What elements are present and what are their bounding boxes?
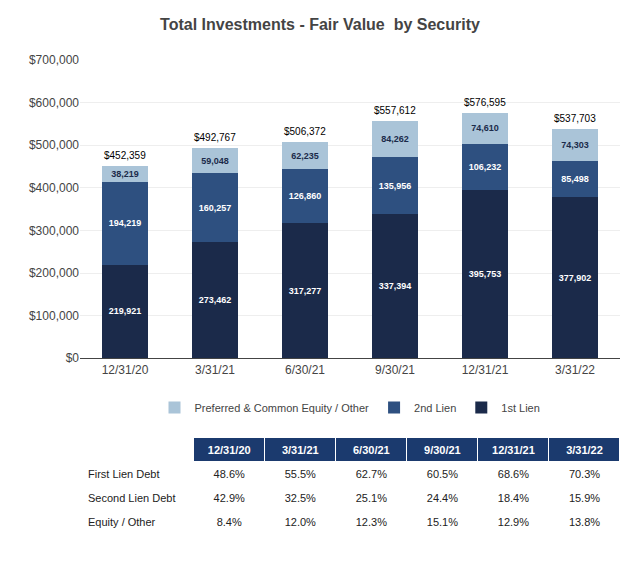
- svg-text:3/31/21: 3/31/21: [282, 444, 319, 456]
- svg-text:6/30/21: 6/30/21: [353, 444, 390, 456]
- svg-text:$492,767: $492,767: [194, 132, 236, 143]
- svg-text:8.4%: 8.4%: [217, 516, 242, 528]
- svg-text:12.0%: 12.0%: [285, 516, 316, 528]
- svg-text:84,262: 84,262: [381, 134, 409, 144]
- svg-text:$700,000: $700,000: [29, 53, 79, 67]
- svg-text:48.6%: 48.6%: [214, 468, 245, 480]
- svg-text:42.9%: 42.9%: [214, 492, 245, 504]
- svg-text:74,303: 74,303: [561, 140, 589, 150]
- svg-text:$557,612: $557,612: [374, 105, 416, 116]
- svg-text:13.8%: 13.8%: [569, 516, 600, 528]
- svg-text:12.9%: 12.9%: [498, 516, 529, 528]
- svg-text:273,462: 273,462: [199, 295, 232, 305]
- svg-text:2nd Lien: 2nd Lien: [414, 402, 456, 414]
- svg-text:$537,703: $537,703: [554, 113, 596, 124]
- svg-text:74,610: 74,610: [471, 123, 499, 133]
- svg-text:$300,000: $300,000: [29, 224, 79, 238]
- svg-text:160,257: 160,257: [199, 203, 232, 213]
- svg-text:85,498: 85,498: [561, 174, 589, 184]
- svg-text:12/31/21: 12/31/21: [492, 444, 535, 456]
- svg-text:126,860: 126,860: [289, 191, 322, 201]
- svg-text:$0: $0: [66, 351, 80, 365]
- svg-text:$100,000: $100,000: [29, 309, 79, 323]
- svg-text:$200,000: $200,000: [29, 266, 79, 280]
- svg-text:9/30/21: 9/30/21: [375, 363, 415, 377]
- svg-text:Preferred & Common Equity / Ot: Preferred & Common Equity / Other: [195, 402, 370, 414]
- svg-text:1st Lien: 1st Lien: [501, 402, 540, 414]
- svg-text:12/31/20: 12/31/20: [102, 363, 149, 377]
- svg-text:32.5%: 32.5%: [285, 492, 316, 504]
- svg-text:15.1%: 15.1%: [427, 516, 458, 528]
- svg-text:$400,000: $400,000: [29, 181, 79, 195]
- svg-text:62,235: 62,235: [291, 151, 319, 161]
- svg-text:55.5%: 55.5%: [285, 468, 316, 480]
- svg-text:$576,595: $576,595: [464, 97, 506, 108]
- svg-text:70.3%: 70.3%: [569, 468, 600, 480]
- svg-text:18.4%: 18.4%: [498, 492, 529, 504]
- svg-text:$452,359: $452,359: [104, 150, 146, 161]
- svg-text:337,394: 337,394: [379, 281, 412, 291]
- svg-text:3/31/21: 3/31/21: [195, 363, 235, 377]
- svg-text:135,956: 135,956: [379, 181, 412, 191]
- svg-text:Equity / Other: Equity / Other: [88, 516, 156, 528]
- svg-text:38,219: 38,219: [111, 169, 139, 179]
- svg-text:395,753: 395,753: [469, 269, 502, 279]
- svg-text:$500,000: $500,000: [29, 138, 79, 152]
- svg-text:12/31/21: 12/31/21: [462, 363, 509, 377]
- svg-text:15.9%: 15.9%: [569, 492, 600, 504]
- svg-text:317,277: 317,277: [289, 286, 322, 296]
- svg-text:194,219: 194,219: [109, 218, 142, 228]
- svg-text:$600,000: $600,000: [29, 96, 79, 110]
- svg-text:3/31/22: 3/31/22: [555, 363, 595, 377]
- svg-text:59,048: 59,048: [201, 156, 229, 166]
- svg-text:Second Lien Debt: Second Lien Debt: [88, 492, 175, 504]
- svg-text:12.3%: 12.3%: [356, 516, 387, 528]
- svg-text:377,902: 377,902: [559, 273, 592, 283]
- svg-text:First Lien Debt: First Lien Debt: [88, 468, 160, 480]
- svg-text:24.4%: 24.4%: [427, 492, 458, 504]
- svg-text:62.7%: 62.7%: [356, 468, 387, 480]
- svg-text:12/31/20: 12/31/20: [208, 444, 251, 456]
- svg-text:$506,372: $506,372: [284, 126, 326, 137]
- svg-text:68.6%: 68.6%: [498, 468, 529, 480]
- svg-text:Total Investments - Fair Value: Total Investments - Fair Value by Securi…: [160, 16, 480, 33]
- svg-text:219,921: 219,921: [109, 306, 142, 316]
- svg-text:106,232: 106,232: [469, 162, 502, 172]
- svg-text:25.1%: 25.1%: [356, 492, 387, 504]
- svg-text:9/30/21: 9/30/21: [424, 444, 461, 456]
- svg-text:60.5%: 60.5%: [427, 468, 458, 480]
- svg-text:3/31/22: 3/31/22: [566, 444, 603, 456]
- svg-text:6/30/21: 6/30/21: [285, 363, 325, 377]
